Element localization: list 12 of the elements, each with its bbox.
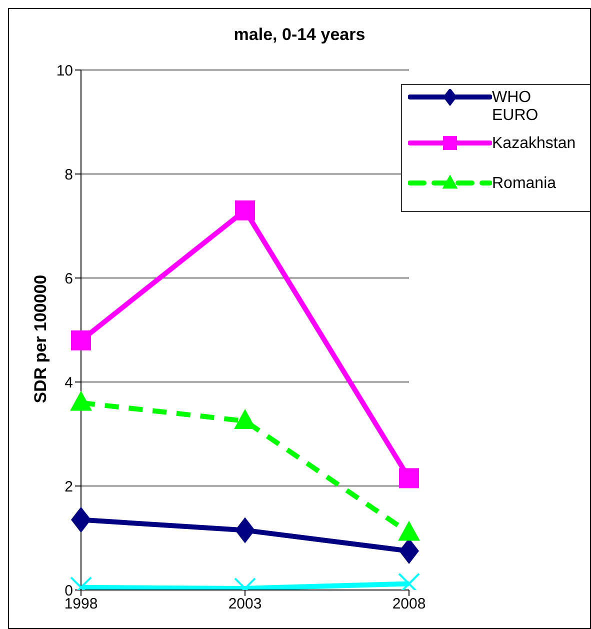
y-tick-label: 8 bbox=[64, 166, 73, 184]
chart-title: male, 0-14 years bbox=[232, 25, 366, 45]
y-axis-title: SDR per 100000 bbox=[31, 274, 51, 404]
y-tick-label: 10 bbox=[56, 62, 73, 80]
x-tick-label: 2008 bbox=[392, 596, 426, 613]
y-tick-label: 4 bbox=[64, 374, 73, 392]
legend-label: Kazakhstan bbox=[492, 135, 576, 153]
legend-label: Romania bbox=[492, 175, 558, 193]
y-tick-label: 6 bbox=[64, 270, 73, 288]
y-tick-label: 2 bbox=[64, 478, 73, 496]
x-tick-label: 2003 bbox=[228, 596, 262, 613]
legend-label: WHO EURO bbox=[492, 89, 540, 125]
